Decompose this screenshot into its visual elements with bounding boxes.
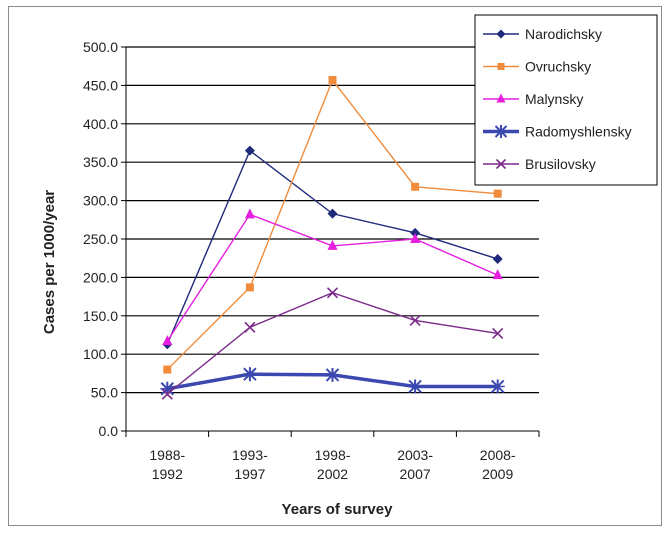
x-tick-label-line: 2009 [482,466,513,482]
y-tick-label: 150.0 [83,308,118,324]
legend-label: Ovruchsky [525,59,591,75]
legend-label: Radomyshlensky [525,124,632,140]
series-ovruchsky [163,76,502,374]
y-tick-label: 400.0 [83,116,118,132]
series-radomyshlensky [160,367,505,396]
legend-item: Ovruchsky [483,59,591,75]
line-chart: 0.0 50.0 100.0 150.0 200.0 250.0 300.0 350.0 400… [41,14,658,518]
x-tick-label-line: 2007 [400,466,431,482]
data-point [408,379,423,394]
y-tick-label: 300.0 [83,193,118,209]
data-point [496,29,506,39]
x-tick-label-line: 2002 [317,466,348,482]
x-tick-label-line: 1993- [232,447,268,463]
x-tick-label-line: 1988- [149,447,185,463]
x-axis-title: Years of survey [282,501,394,518]
y-tick-labels: 0.0 50.0 100.0 150.0 200.0 250.0 300.0 350.0 400… [83,39,118,439]
data-point [242,367,257,382]
gridlines [126,46,539,394]
data-point [495,158,507,170]
data-point [327,208,338,219]
data-point [244,321,256,333]
legend-label: Brusilovsky [525,156,596,172]
x-tick-label: 1988- 1992 [149,447,185,482]
y-tick-label: 100.0 [83,346,118,362]
data-point [494,125,508,138]
series-malynsky [162,208,503,346]
data-point [410,233,421,243]
data-point [244,145,255,156]
data-point [410,227,421,238]
legend-item: Brusilovsky [483,156,596,172]
y-tick-label: 250.0 [83,231,118,247]
data-point [492,269,503,280]
y-tick-label: 50.0 [91,385,118,401]
x-tick-label-line: 1998- [315,447,351,463]
data-point [493,189,502,198]
y-tick-label: 450.0 [83,77,118,93]
data-point [161,388,173,400]
series-group [160,76,505,400]
x-tick-label: 1993- 1997 [232,447,268,482]
legend: Narodichsky Ovruchsky Malynsky Radomyshlens… [474,14,658,186]
data-point [492,253,503,264]
y-tick-label: 0.0 [99,423,119,439]
x-tick-label: 2003- 2007 [397,447,433,482]
legend-label: Narodichsky [525,26,602,42]
x-tick-label-line: 1992 [152,466,183,482]
data-point [490,379,505,394]
data-point [327,239,338,250]
legend-box [474,14,658,186]
data-point [411,182,420,191]
legend-label: Malynsky [525,91,583,107]
data-point [497,63,505,70]
y-tick-label: 500.0 [83,39,118,55]
chart-frame: 0.0 50.0 100.0 150.0 200.0 250.0 300.0 350.0 400… [8,6,662,526]
y-tick-label: 350.0 [83,154,118,170]
data-point [328,76,337,85]
data-point [326,287,339,299]
x-tick-label-line: 2008- [480,447,516,463]
series-brusilovsky [161,287,504,400]
data-point [409,314,421,326]
data-point [245,283,254,292]
data-point [162,335,173,346]
legend-item: Malynsky [483,91,583,107]
x-tick-label: 1998- 2002 [315,447,351,482]
y-tick-label: 200.0 [83,269,118,285]
x-tick-label-line: 1997 [234,466,265,482]
legend-item: Radomyshlensky [483,124,632,140]
axes [121,46,540,437]
data-point [496,93,506,103]
data-point [244,208,255,219]
data-point [163,365,172,374]
y-axis-title: Cases per 1000/year [41,190,58,334]
legend-item: Narodichsky [483,26,602,42]
x-tick-labels: 1988- 1992 1993- 1997 1998- 2002 2003- 2007 2008… [149,447,516,482]
x-tick-label-line: 2003- [397,447,433,463]
data-point [492,327,504,340]
data-point [325,367,340,382]
x-tick-label: 2008- 2009 [480,447,516,482]
